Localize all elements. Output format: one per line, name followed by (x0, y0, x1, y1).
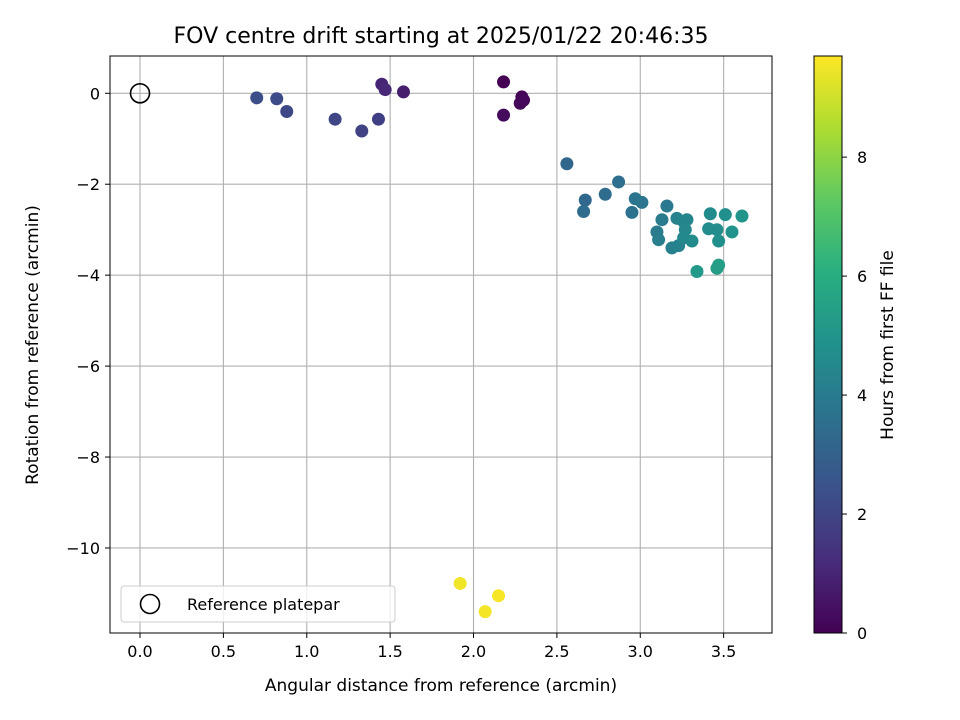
data-point (328, 112, 342, 126)
x-tick-label: 3.5 (711, 642, 736, 661)
legend-box (120, 585, 396, 623)
data-point (652, 233, 666, 247)
y-axis-label: Rotation from reference (arcmin) (23, 205, 43, 485)
x-tick-label: 2.5 (544, 642, 569, 661)
y-axis-ticks: 0 −2 −4 −6 −8 −10 (66, 84, 110, 558)
data-point (635, 195, 649, 209)
data-point (625, 205, 639, 219)
chart-title: FOV centre drift starting at 2025/01/22 … (174, 24, 709, 49)
data-point (560, 157, 574, 171)
data-point (371, 112, 385, 126)
data-point (578, 193, 592, 207)
data-point (703, 207, 717, 221)
data-point (577, 205, 591, 219)
data-point (513, 96, 527, 110)
legend-label: Reference platepar (187, 595, 340, 614)
colorbar-ticks: 0 2 4 6 8 (842, 148, 867, 643)
colorbar-tick-label: 8 (857, 148, 867, 167)
data-point (690, 265, 704, 279)
data-point (280, 104, 294, 118)
data-point (598, 187, 612, 201)
reference-marker (129, 82, 151, 104)
data-point (497, 75, 511, 89)
data-point (725, 225, 739, 239)
grid (110, 56, 772, 633)
data-point (478, 605, 492, 619)
data-point (712, 258, 726, 272)
x-axis-ticks: 0.0 0.5 1.0 1.5 2.0 2.5 3.0 3.5 (127, 633, 736, 661)
x-tick-label: 2.0 (461, 642, 486, 661)
data-point (378, 83, 392, 97)
data-point (735, 209, 749, 223)
colorbar-tick-label: 0 (857, 624, 867, 643)
data-point (270, 92, 284, 106)
y-tick-label: −4 (76, 266, 100, 285)
x-axis-label: Angular distance from reference (arcmin) (265, 676, 617, 696)
data-point (685, 234, 699, 248)
x-tick-label: 0.0 (127, 642, 152, 661)
data-point (680, 213, 694, 227)
data-point (718, 208, 732, 222)
y-tick-label: −10 (66, 539, 100, 558)
colorbar: 0 2 4 6 8 Hours from first FF file (813, 55, 898, 643)
scatter-points (250, 75, 749, 619)
colorbar-tick-label: 4 (857, 386, 867, 405)
data-point (660, 199, 674, 213)
legend-marker (139, 593, 161, 615)
data-point (712, 234, 726, 248)
data-point (492, 589, 506, 603)
data-point (250, 91, 264, 105)
y-tick-label: −8 (76, 448, 100, 467)
legend: Reference platepar (120, 585, 396, 623)
colorbar-label: Hours from first FF file (878, 250, 898, 440)
plot-frame (109, 55, 773, 634)
y-tick-label: −6 (76, 357, 100, 376)
data-point (453, 576, 467, 590)
y-tick-label: 0 (90, 84, 100, 103)
colorbar-tick-label: 6 (857, 267, 867, 286)
x-tick-label: 1.0 (294, 642, 319, 661)
data-point (497, 108, 511, 122)
data-point (710, 223, 724, 237)
data-point (612, 175, 626, 189)
colorbar-gradient (813, 55, 843, 634)
data-point (396, 85, 410, 99)
y-tick-label: −2 (76, 175, 100, 194)
colorbar-tick-label: 2 (857, 505, 867, 524)
x-tick-label: 3.0 (628, 642, 653, 661)
data-point (655, 213, 669, 227)
data-point (355, 124, 369, 138)
x-tick-label: 1.5 (377, 642, 402, 661)
x-tick-label: 0.5 (211, 642, 236, 661)
